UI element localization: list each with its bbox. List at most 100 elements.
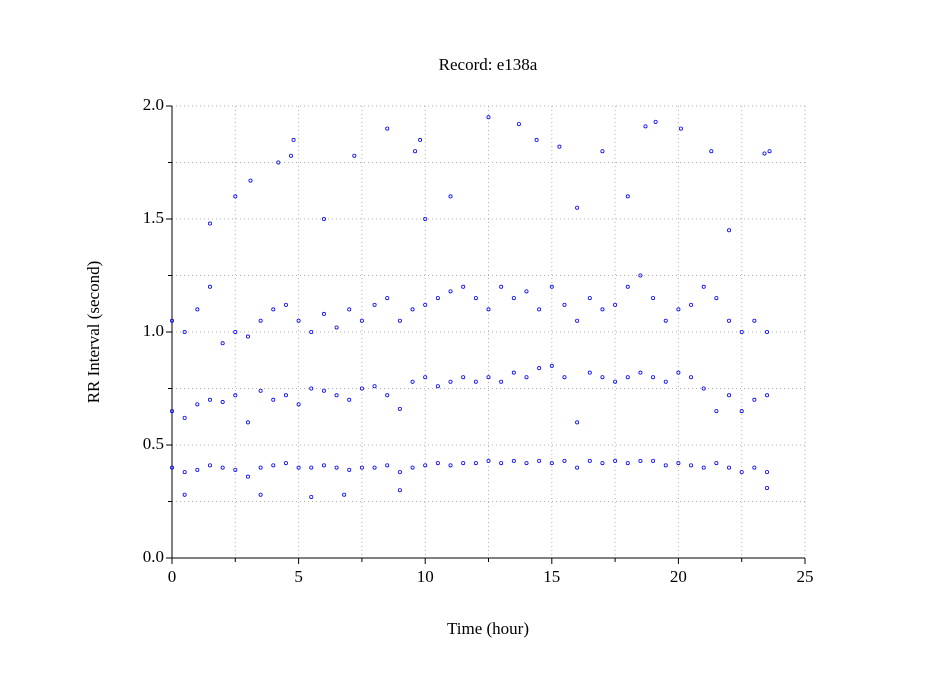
data-point [352, 153, 357, 158]
data-point [258, 388, 263, 393]
data-point [765, 470, 770, 475]
x-tick-label: 0 [168, 567, 177, 586]
y-tick-label: 1.5 [143, 208, 164, 227]
data-point [676, 370, 681, 375]
data-point [511, 370, 516, 375]
y-tick-label: 2.0 [143, 95, 164, 114]
data-point [613, 302, 618, 307]
data-point [195, 307, 200, 312]
data-point [524, 461, 529, 466]
data-point [499, 379, 504, 384]
data-point [714, 461, 719, 466]
data-point [651, 296, 656, 301]
data-point [663, 318, 668, 323]
data-point [486, 115, 491, 120]
data-point [169, 465, 174, 470]
data-point [587, 370, 592, 375]
data-point [271, 463, 276, 468]
data-point [291, 137, 296, 142]
x-tick-label: 15 [543, 567, 560, 586]
data-point [435, 384, 440, 389]
data-point [258, 465, 263, 470]
data-point [600, 307, 605, 312]
data-point [762, 151, 767, 156]
data-point [643, 124, 648, 129]
data-point [289, 153, 294, 158]
data-point [587, 458, 592, 463]
data-point [245, 334, 250, 339]
data-point [423, 302, 428, 307]
data-point [537, 458, 542, 463]
data-point [207, 284, 212, 289]
x-tick-label: 20 [670, 567, 687, 586]
data-point [651, 375, 656, 380]
data-point [248, 178, 253, 183]
data-point [461, 461, 466, 466]
data-point [182, 470, 187, 475]
data-point [195, 467, 200, 472]
data-point [372, 465, 377, 470]
data-point [537, 366, 542, 371]
y-tick-label: 1.0 [143, 321, 164, 340]
data-point [678, 126, 683, 131]
data-point [562, 302, 567, 307]
data-point [557, 144, 562, 149]
data-point [600, 375, 605, 380]
data-point [676, 307, 681, 312]
data-point [689, 463, 694, 468]
data-point [448, 379, 453, 384]
data-point [233, 194, 238, 199]
data-point [727, 318, 732, 323]
data-point [486, 375, 491, 380]
data-point [516, 122, 521, 127]
data-point [423, 216, 428, 221]
data-point [549, 284, 554, 289]
data-point [448, 463, 453, 468]
data-point [359, 465, 364, 470]
x-tick-label: 10 [417, 567, 434, 586]
data-point [575, 318, 580, 323]
data-point [233, 393, 238, 398]
data-point [258, 492, 263, 497]
data-point [534, 137, 539, 142]
data-point [625, 461, 630, 466]
data-point [511, 458, 516, 463]
data-point [296, 465, 301, 470]
data-point [258, 318, 263, 323]
data-point [309, 386, 314, 391]
data-point [397, 406, 402, 411]
data-point [739, 329, 744, 334]
y-tick-label: 0.5 [143, 434, 164, 453]
data-point [271, 397, 276, 402]
data-point [321, 388, 326, 393]
data-point [397, 488, 402, 493]
data-point [625, 194, 630, 199]
data-point [271, 307, 276, 312]
y-axis-label: RR Interval (second) [84, 261, 103, 404]
data-point [752, 318, 757, 323]
data-point [765, 393, 770, 398]
data-point [473, 379, 478, 384]
data-point [575, 205, 580, 210]
data-point [245, 420, 250, 425]
data-point [283, 393, 288, 398]
data-point [562, 458, 567, 463]
data-point [435, 296, 440, 301]
x-axis-label: Time (hour) [447, 619, 529, 638]
data-point [625, 284, 630, 289]
data-point [321, 216, 326, 221]
data-point [499, 461, 504, 466]
data-point [413, 149, 418, 154]
data-point [435, 461, 440, 466]
data-point [397, 470, 402, 475]
data-point [486, 307, 491, 312]
data-point [207, 463, 212, 468]
data-point [309, 465, 314, 470]
data-point [423, 463, 428, 468]
data-point [321, 463, 326, 468]
data-point [461, 284, 466, 289]
data-point [385, 463, 390, 468]
data-point [709, 149, 714, 154]
data-point [587, 296, 592, 301]
